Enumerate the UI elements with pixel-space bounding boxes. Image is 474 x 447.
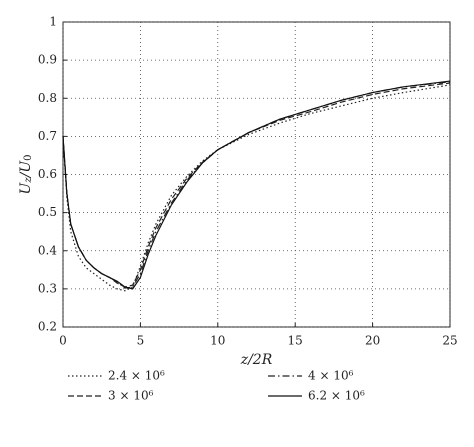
series-line bbox=[62, 80, 451, 290]
legend-label: 3 × 10⁶ bbox=[108, 389, 154, 403]
x-tick-label: 20 bbox=[365, 334, 380, 348]
y-axis-label-part: U bbox=[18, 181, 34, 194]
x-tick-label: 15 bbox=[288, 334, 303, 348]
x-tick-label: 10 bbox=[210, 334, 225, 348]
series-line bbox=[62, 84, 451, 292]
y-axis-label-part: 0 bbox=[23, 155, 34, 161]
y-tick-label: 0.2 bbox=[38, 320, 57, 334]
y-axis-label: Uz/U0 bbox=[18, 155, 34, 195]
y-axis-label-part: z bbox=[23, 177, 34, 184]
y-tick-label: 0.4 bbox=[38, 243, 57, 257]
x-tick-label: 0 bbox=[59, 334, 67, 348]
y-tick-label: 0.9 bbox=[38, 53, 57, 67]
y-tick-label: 0.7 bbox=[38, 129, 57, 143]
series-line bbox=[62, 82, 451, 288]
y-axis-label-part: /U bbox=[18, 160, 34, 180]
legend-label: 6.2 × 10⁶ bbox=[308, 389, 365, 403]
y-tick-label: 0.8 bbox=[38, 91, 57, 105]
x-tick-label: 25 bbox=[442, 334, 457, 348]
y-tick-label: 0.6 bbox=[38, 167, 57, 181]
y-tick-label: 1 bbox=[49, 15, 57, 29]
x-axis-label: z/2R bbox=[240, 352, 273, 368]
x-tick-label: 5 bbox=[137, 334, 145, 348]
legend-label: 2.4 × 10⁶ bbox=[108, 369, 165, 383]
y-tick-label: 0.3 bbox=[38, 281, 57, 295]
series-line bbox=[62, 81, 451, 289]
legend-label: 4 × 10⁶ bbox=[308, 369, 354, 383]
y-tick-label: 0.5 bbox=[38, 205, 57, 219]
